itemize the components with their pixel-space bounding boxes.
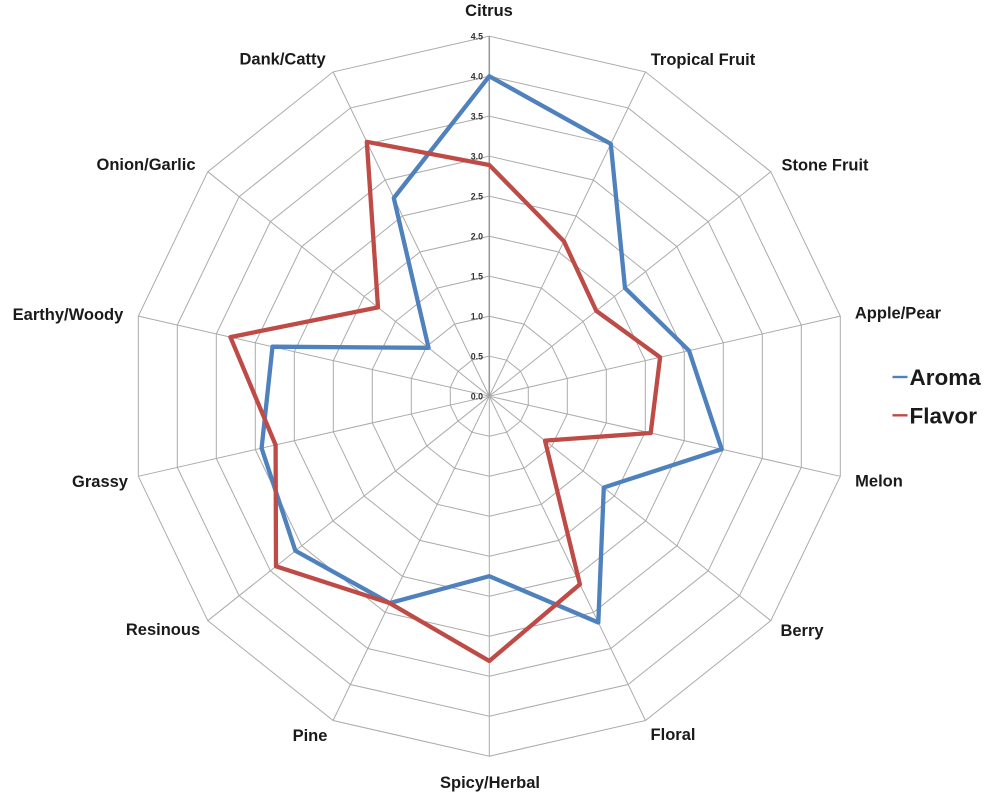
svg-text:Citrus: Citrus	[465, 2, 513, 20]
svg-text:Dank/Catty: Dank/Catty	[239, 51, 326, 69]
svg-text:Aroma: Aroma	[910, 365, 982, 390]
svg-text:0.5: 0.5	[471, 351, 483, 361]
svg-text:Resinous: Resinous	[126, 621, 200, 639]
svg-text:Berry: Berry	[780, 622, 824, 640]
svg-text:Stone Fruit: Stone Fruit	[781, 157, 869, 175]
svg-text:Grassy: Grassy	[72, 473, 129, 491]
svg-text:Melon: Melon	[855, 473, 903, 491]
svg-text:3.0: 3.0	[471, 151, 483, 161]
svg-text:4.5: 4.5	[471, 31, 483, 41]
svg-text:1.0: 1.0	[471, 311, 483, 321]
svg-text:2.0: 2.0	[471, 231, 483, 241]
svg-text:2.5: 2.5	[471, 191, 483, 201]
svg-text:Spicy/Herbal: Spicy/Herbal	[440, 774, 540, 792]
svg-text:Pine: Pine	[293, 727, 328, 745]
svg-text:Tropical Fruit: Tropical Fruit	[651, 51, 756, 69]
svg-text:0.0: 0.0	[471, 391, 483, 401]
svg-text:Earthy/Woody: Earthy/Woody	[13, 306, 124, 324]
svg-text:4.0: 4.0	[471, 71, 483, 81]
svg-text:Floral: Floral	[651, 726, 696, 744]
svg-text:Apple/Pear: Apple/Pear	[855, 305, 942, 323]
svg-text:Onion/Garlic: Onion/Garlic	[96, 156, 195, 174]
svg-text:Flavor: Flavor	[910, 403, 978, 428]
svg-text:1.5: 1.5	[471, 271, 483, 281]
svg-text:3.5: 3.5	[471, 111, 483, 121]
